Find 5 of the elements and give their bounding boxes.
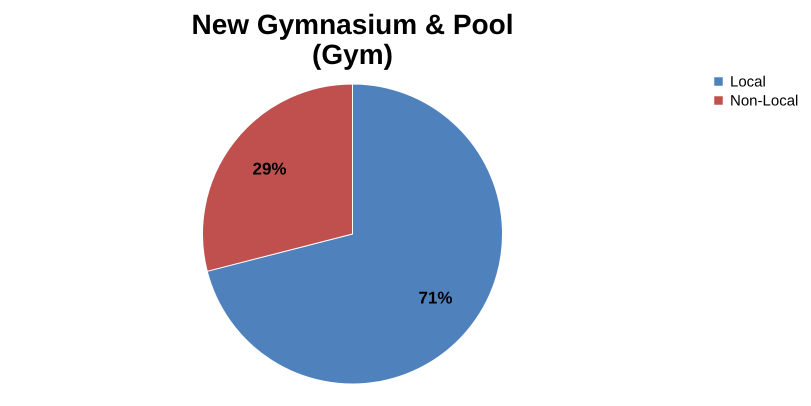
data-label: 29% [252, 160, 287, 179]
legend-label: Non-Local [730, 92, 798, 110]
legend-label: Local [730, 74, 766, 90]
chart-title: New Gymnasium & Pool (Gym) [191, 9, 514, 70]
data-label: 71% [418, 288, 452, 308]
